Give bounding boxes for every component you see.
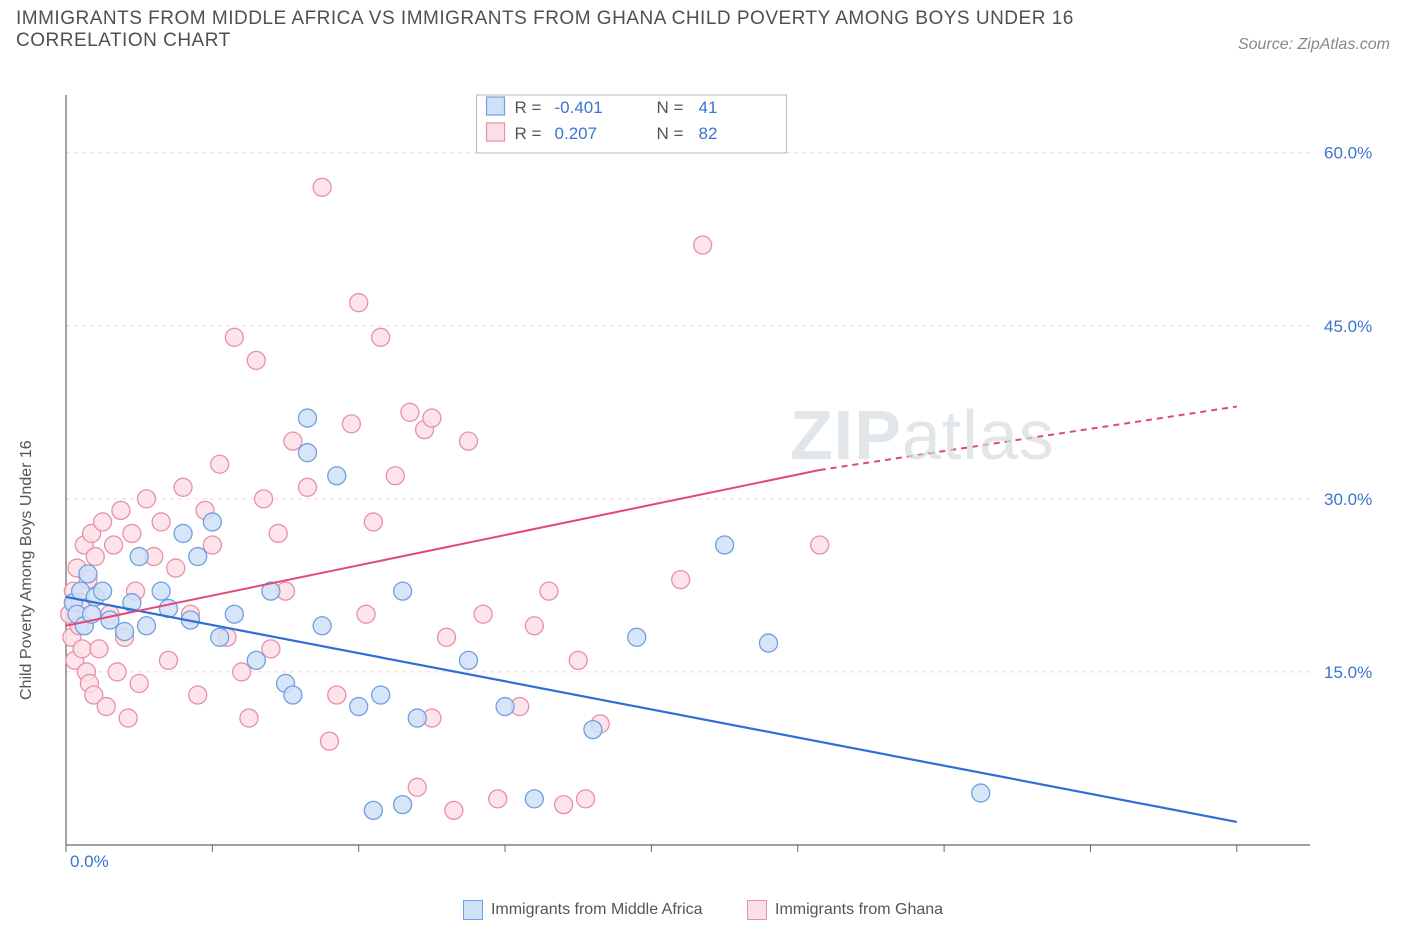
svg-text:N =: N =: [657, 98, 684, 117]
svg-text:R =: R =: [515, 124, 542, 143]
legend-swatch-ghana: [747, 900, 767, 920]
svg-text:0.0%: 0.0%: [70, 852, 109, 871]
bottom-legend: Immigrants from Middle Africa Immigrants…: [0, 900, 1406, 925]
legend-label-ghana: Immigrants from Ghana: [775, 901, 943, 919]
legend-label-middle-africa: Immigrants from Middle Africa: [491, 901, 703, 919]
svg-text:-0.401: -0.401: [555, 98, 603, 117]
svg-text:15.0%: 15.0%: [1324, 663, 1372, 682]
svg-text:60.0%: 60.0%: [1324, 144, 1372, 163]
legend-swatch-middle-africa: [463, 900, 483, 920]
chart-title: IMMIGRANTS FROM MIDDLE AFRICA VS IMMIGRA…: [16, 8, 1116, 52]
svg-text:R =: R =: [515, 98, 542, 117]
chart-area: 0.0% 15.0% 30.0% 45.0% 60.0% R = -0.401 N = 41 R …: [60, 85, 1380, 875]
svg-text:N =: N =: [657, 124, 684, 143]
svg-text:45.0%: 45.0%: [1324, 317, 1372, 336]
legend-item-ghana: Immigrants from Ghana: [747, 900, 943, 920]
legend-item-middle-africa: Immigrants from Middle Africa: [463, 900, 703, 920]
source-label: Source: ZipAtlas.com: [1238, 36, 1390, 54]
y-axis-label: Child Poverty Among Boys Under 16: [18, 440, 36, 700]
svg-text:0.207: 0.207: [555, 124, 598, 143]
svg-text:30.0%: 30.0%: [1324, 490, 1372, 509]
svg-text:82: 82: [699, 124, 718, 143]
svg-text:41: 41: [699, 98, 718, 117]
scatter-chart-svg: 0.0% 15.0% 30.0% 45.0% 60.0% R = -0.401 N = 41 R …: [60, 85, 1380, 875]
